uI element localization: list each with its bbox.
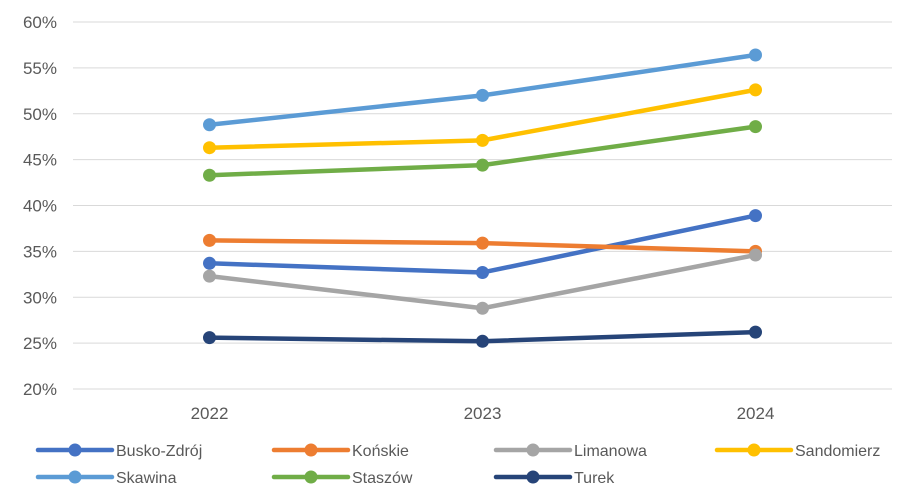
legend-marker: [747, 443, 761, 457]
data-point: [203, 331, 216, 345]
legend-label: Staszów: [352, 470, 413, 487]
legend-item: Sandomierz: [714, 443, 880, 460]
data-point: [203, 256, 216, 270]
legend-item: Limanowa: [493, 443, 647, 460]
legend-item: Busko-Zdrój: [35, 443, 202, 460]
y-tick-label: 35%: [23, 242, 57, 261]
legend-label: Turek: [574, 470, 615, 487]
legend-marker: [526, 443, 540, 457]
data-point: [203, 141, 216, 155]
y-tick-label: 60%: [23, 13, 57, 32]
y-tick-label: 45%: [23, 151, 57, 170]
legend-marker: [304, 470, 318, 484]
data-point: [203, 233, 216, 247]
series-line: [207, 252, 758, 311]
legend: Busko-Zdrój Końskie Limanowa Sandomierz Skaw…: [35, 443, 880, 487]
data-point: [749, 83, 762, 97]
x-axis-ticks: 2022 2023 2024: [191, 404, 775, 423]
data-point: [749, 48, 762, 62]
legend-marker: [526, 470, 540, 484]
data-point: [476, 301, 489, 315]
x-tick-label: 2023: [464, 404, 502, 423]
y-tick-label: 50%: [23, 105, 57, 124]
y-tick-label: 40%: [23, 197, 57, 216]
y-tick-label: 55%: [23, 59, 57, 78]
legend-item: Staszów: [271, 470, 413, 487]
data-point: [476, 88, 489, 102]
data-point: [476, 236, 489, 250]
data-point: [203, 269, 216, 283]
data-point: [476, 158, 489, 172]
legend-marker: [304, 443, 318, 457]
x-tick-label: 2024: [737, 404, 775, 423]
x-tick-label: 2022: [191, 404, 229, 423]
data-point: [749, 120, 762, 134]
data-point: [476, 334, 489, 348]
y-axis-ticks: 20% 25% 30% 35% 40% 45% 50% 55% 60%: [23, 13, 57, 399]
legend-label: Busko-Zdrój: [116, 443, 202, 460]
legend-label: Sandomierz: [795, 443, 880, 460]
y-tick-label: 20%: [23, 380, 57, 399]
legend-marker: [68, 470, 82, 484]
legend-item: Turek: [493, 470, 615, 487]
legend-item: Skawina: [35, 470, 177, 487]
legend-label: Limanowa: [574, 443, 647, 460]
gridlines: [73, 21, 892, 390]
data-point: [476, 133, 489, 147]
y-tick-label: 30%: [23, 288, 57, 307]
legend-label: Skawina: [116, 470, 177, 487]
data-point: [203, 168, 216, 182]
legend-marker: [68, 443, 82, 457]
series-points: [203, 48, 762, 348]
data-point: [749, 325, 762, 339]
y-tick-label: 25%: [23, 334, 57, 353]
data-point: [203, 118, 216, 132]
data-point: [749, 209, 762, 223]
legend-label: Końskie: [352, 443, 409, 460]
data-point: [476, 265, 489, 279]
data-point: [749, 248, 762, 262]
legend-item: Końskie: [271, 443, 409, 460]
